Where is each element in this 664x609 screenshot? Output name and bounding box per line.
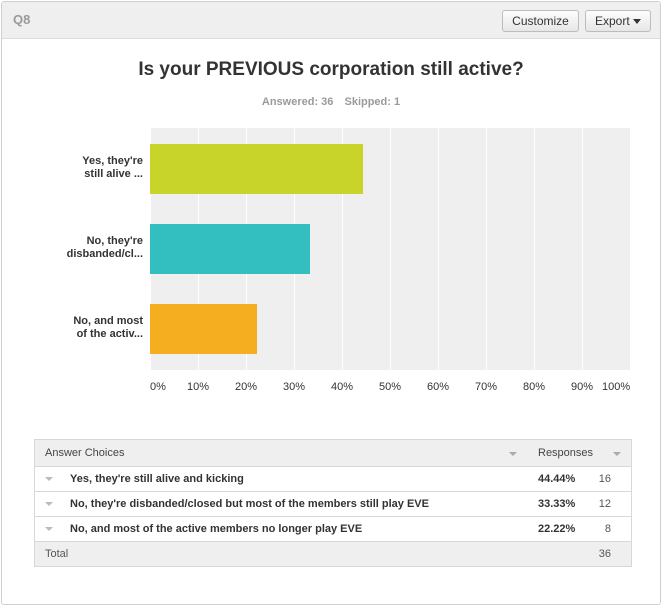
x-tick-label: 60%: [427, 381, 450, 393]
table-row[interactable]: No, they're disbanded/closed but most of…: [35, 492, 631, 517]
sort-responses-icon[interactable]: [613, 452, 621, 456]
chart-title: Is your PREVIOUS corporation still activ…: [138, 59, 524, 80]
question-number: Q8: [13, 12, 31, 27]
answer-percent: 44.44%: [538, 473, 576, 485]
col-answer-choices[interactable]: Answer Choices: [45, 447, 125, 459]
gridline: [582, 128, 583, 370]
category-label: Yes, they're still alive ...: [82, 155, 143, 180]
skipped-count: Skipped: 1: [344, 96, 401, 108]
bar-2[interactable]: [150, 224, 310, 274]
bar-3[interactable]: [150, 304, 257, 354]
bar-1[interactable]: [150, 144, 363, 194]
answer-percent: 33.33%: [538, 498, 576, 510]
category-label: No, and most of the activ...: [73, 315, 143, 340]
total-count: 36: [598, 548, 611, 560]
gridline: [342, 128, 343, 370]
x-tick-label: 10%: [187, 381, 210, 393]
answer-label: No, and most of the active members no lo…: [70, 523, 363, 535]
gridline: [630, 128, 631, 370]
x-tick-label: 20%: [235, 381, 258, 393]
plot-area: [150, 128, 631, 370]
x-tick-label: 30%: [283, 381, 306, 393]
card-header: Q8 Customize Export: [2, 2, 660, 39]
table-total-row: Total 36: [35, 542, 631, 566]
export-label: Export: [595, 14, 630, 28]
answer-count: 8: [604, 523, 611, 535]
gridline: [534, 128, 535, 370]
answer-count: 12: [598, 498, 611, 510]
expand-icon[interactable]: [45, 502, 53, 506]
answer-label: Yes, they're still alive and kicking: [70, 473, 244, 485]
sort-answers-icon[interactable]: [509, 452, 517, 456]
table-row[interactable]: No, and most of the active members no lo…: [35, 517, 631, 542]
x-tick-label: 70%: [475, 381, 498, 393]
x-tick-label: 80%: [523, 381, 546, 393]
x-tick-label: 100%: [602, 381, 631, 393]
gridline: [438, 128, 439, 370]
gridline: [390, 128, 391, 370]
total-label: Total: [45, 548, 69, 560]
answer-label: No, they're disbanded/closed but most of…: [70, 498, 429, 510]
response-stats: Answered: 36 Skipped: 1: [2, 96, 660, 108]
category-label: No, they're disbanded/cl...: [66, 235, 143, 260]
customize-button[interactable]: Customize: [502, 10, 579, 32]
x-tick-label: 0%: [150, 381, 166, 393]
export-button[interactable]: Export: [585, 10, 651, 32]
table-header: Answer Choices Responses: [35, 440, 631, 467]
x-tick-label: 50%: [379, 381, 402, 393]
expand-icon[interactable]: [45, 527, 53, 531]
answer-count: 16: [598, 473, 611, 485]
answer-table: Answer Choices Responses Yes, they're st…: [34, 439, 632, 567]
gridline: [486, 128, 487, 370]
answered-count: Answered: 36: [261, 96, 334, 108]
x-tick-label: 40%: [331, 381, 354, 393]
answer-percent: 22.22%: [538, 523, 576, 535]
expand-icon[interactable]: [45, 477, 53, 481]
col-responses[interactable]: Responses: [538, 447, 594, 459]
caret-down-icon: [633, 19, 641, 24]
table-row[interactable]: Yes, they're still alive and kicking 44.…: [35, 467, 631, 492]
x-tick-label: 90%: [571, 381, 594, 393]
